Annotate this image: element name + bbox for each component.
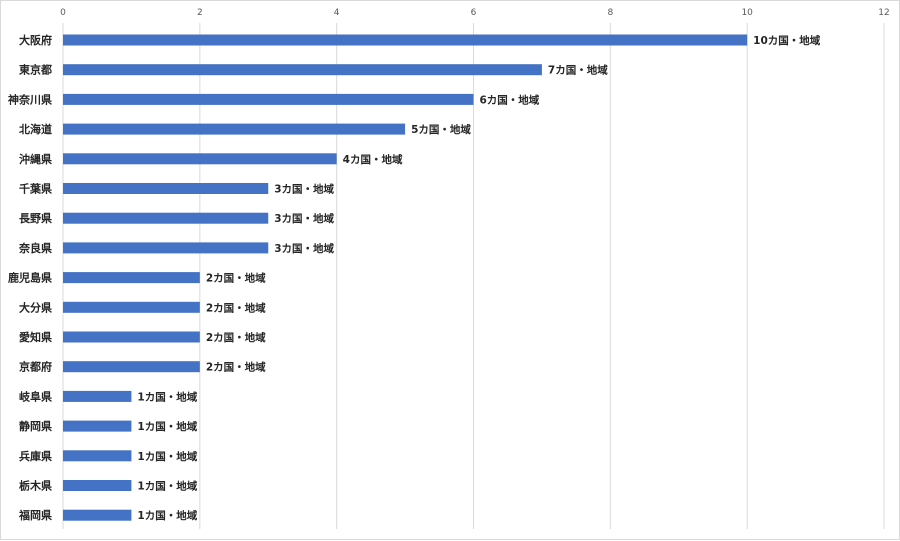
category-label: 沖縄県	[19, 152, 52, 166]
category-labels: 大阪府東京都神奈川県北海道沖縄県千葉県長野県奈良県鹿児島県大分県愛知県京都府岐阜…	[8, 33, 52, 522]
data-label: 5カ国・地域	[411, 123, 471, 136]
bar	[63, 331, 200, 343]
x-tick-label: 10	[741, 8, 753, 18]
category-label: 千葉県	[19, 182, 52, 196]
x-tick-label: 12	[878, 8, 889, 18]
data-label: 1カ国・地域	[137, 450, 197, 463]
category-label: 鹿児島県	[8, 271, 52, 285]
category-label: 岐阜県	[19, 389, 52, 403]
bar	[63, 272, 200, 284]
category-label: 京都府	[19, 360, 52, 374]
category-label: 神奈川県	[8, 92, 52, 106]
data-label: 7カ国・地域	[548, 64, 608, 77]
data-label: 3カ国・地域	[274, 212, 334, 225]
data-label: 10カ国・地域	[753, 34, 821, 47]
x-tick-label: 4	[334, 8, 340, 18]
bar	[63, 34, 748, 46]
bar	[63, 153, 337, 165]
category-label: 奈良県	[18, 241, 52, 255]
gridlines	[62, 23, 885, 529]
bar	[63, 301, 200, 313]
bar	[63, 64, 542, 76]
category-label: 北海道	[19, 122, 52, 136]
x-tick-label: 8	[607, 8, 613, 18]
category-label: 兵庫県	[19, 449, 52, 463]
data-label: 1カ国・地域	[137, 420, 197, 433]
bar	[63, 480, 132, 491]
data-label: 2カ国・地域	[206, 301, 266, 314]
category-label: 静岡県	[19, 419, 52, 433]
data-label: 2カ国・地域	[206, 331, 266, 344]
x-tick-label: 2	[197, 8, 203, 18]
data-label: 1カ国・地域	[137, 390, 197, 403]
bar	[63, 390, 132, 402]
data-label: 4カ国・地域	[343, 153, 403, 166]
category-label: 愛知県	[19, 330, 52, 344]
category-label: 福岡県	[18, 508, 52, 522]
category-label: 大分県	[19, 300, 52, 314]
data-label: 3カ国・地域	[274, 242, 334, 255]
bar	[63, 420, 132, 432]
bar	[63, 212, 269, 224]
data-label: 1カ国・地域	[137, 509, 197, 522]
category-label: 東京都	[19, 63, 52, 77]
data-label: 2カ国・地域	[206, 361, 266, 374]
data-labels: 10カ国・地域 7カ国・地域 6カ国・地域 5カ国・地域 4カ国・地域 3カ国・地域 3カ国…	[137, 34, 820, 522]
x-axis-tick-labels: 0 2 4 6 8 10 12	[60, 8, 890, 18]
x-tick-label: 6	[471, 8, 477, 18]
bar	[63, 242, 269, 254]
x-tick-label: 0	[60, 8, 66, 18]
bar	[63, 183, 269, 194]
category-label: 大阪府	[19, 33, 52, 47]
data-label: 2カ国・地域	[206, 272, 266, 285]
category-label: 長野県	[19, 212, 52, 225]
data-label: 6カ国・地域	[480, 93, 540, 106]
bar	[63, 93, 474, 105]
category-label: 栃木県	[19, 479, 52, 493]
bars	[63, 34, 748, 521]
bar	[63, 361, 200, 373]
bar	[63, 123, 406, 135]
data-label: 3カ国・地域	[274, 183, 334, 196]
bar	[63, 450, 132, 462]
bar	[63, 509, 132, 521]
data-label: 1カ国・地域	[137, 480, 197, 493]
